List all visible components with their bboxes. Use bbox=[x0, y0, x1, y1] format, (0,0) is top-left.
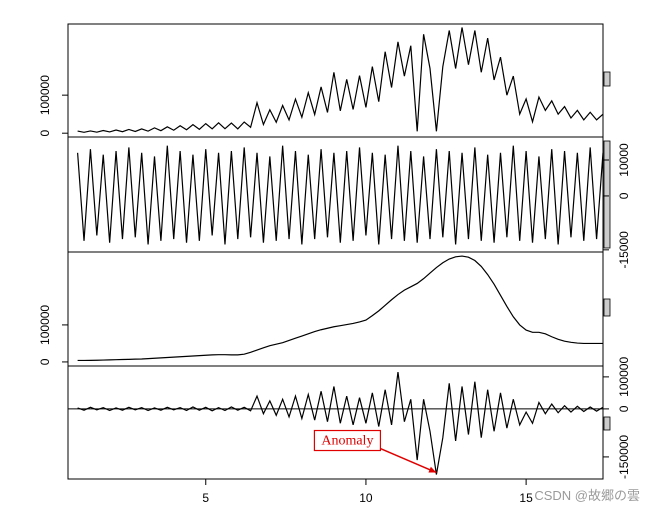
y-tick-label: -15000 bbox=[617, 231, 631, 269]
series-line bbox=[77, 255, 603, 362]
y-tick-label: 0 bbox=[38, 130, 52, 137]
y-tick-label: -150000 bbox=[617, 435, 631, 479]
annotation-box bbox=[313, 429, 382, 452]
y-tick-label: 10000 bbox=[617, 143, 631, 177]
scale-bar bbox=[603, 140, 611, 249]
series-line bbox=[77, 372, 604, 475]
series-line bbox=[77, 145, 604, 245]
annotation-text: Anomaly bbox=[321, 434, 373, 449]
scale-bar bbox=[603, 71, 611, 87]
panel-frame bbox=[67, 365, 604, 480]
y-tick-label: 0 bbox=[38, 358, 52, 365]
y-tick-label: 0 bbox=[617, 192, 631, 199]
x-tick-label: 5 bbox=[202, 491, 209, 505]
watermark: CSDN @故郷の雲 bbox=[534, 488, 640, 503]
annotation-arrowhead bbox=[428, 466, 437, 473]
annotation-arrow bbox=[380, 447, 437, 474]
y-tick-label: 100000 bbox=[617, 357, 631, 397]
scale-bar bbox=[603, 416, 611, 431]
y-tick-label: 0 bbox=[617, 405, 631, 412]
series-line bbox=[77, 27, 604, 133]
x-tick-label: 10 bbox=[359, 491, 373, 505]
y-tick-label: 100000 bbox=[38, 75, 52, 115]
x-tick-label: 15 bbox=[519, 491, 533, 505]
scale-bar bbox=[603, 298, 611, 317]
y-tick-label: 100000 bbox=[38, 305, 52, 345]
